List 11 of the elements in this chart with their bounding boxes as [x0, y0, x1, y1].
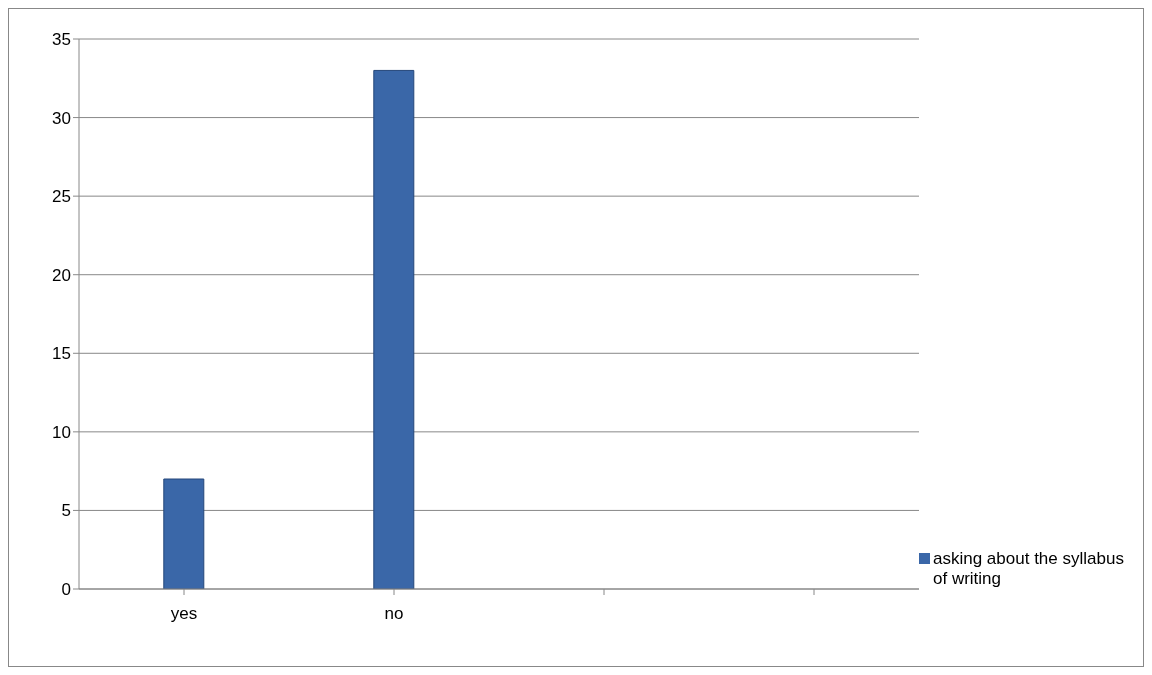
x-tick-label: yes: [170, 604, 198, 624]
legend-label: asking about the syllabus of writing: [933, 549, 1125, 589]
y-tick-label: 10: [52, 422, 71, 442]
y-tick-label: 30: [52, 108, 71, 128]
y-tick-label: 20: [52, 265, 71, 285]
y-tick-label: 5: [61, 501, 71, 521]
y-tick-label: 25: [52, 187, 71, 207]
y-tick-label: 0: [61, 580, 71, 600]
x-tick-label: no: [384, 604, 404, 624]
y-tick-label: 35: [52, 30, 71, 50]
y-tick-label: 15: [52, 344, 71, 364]
